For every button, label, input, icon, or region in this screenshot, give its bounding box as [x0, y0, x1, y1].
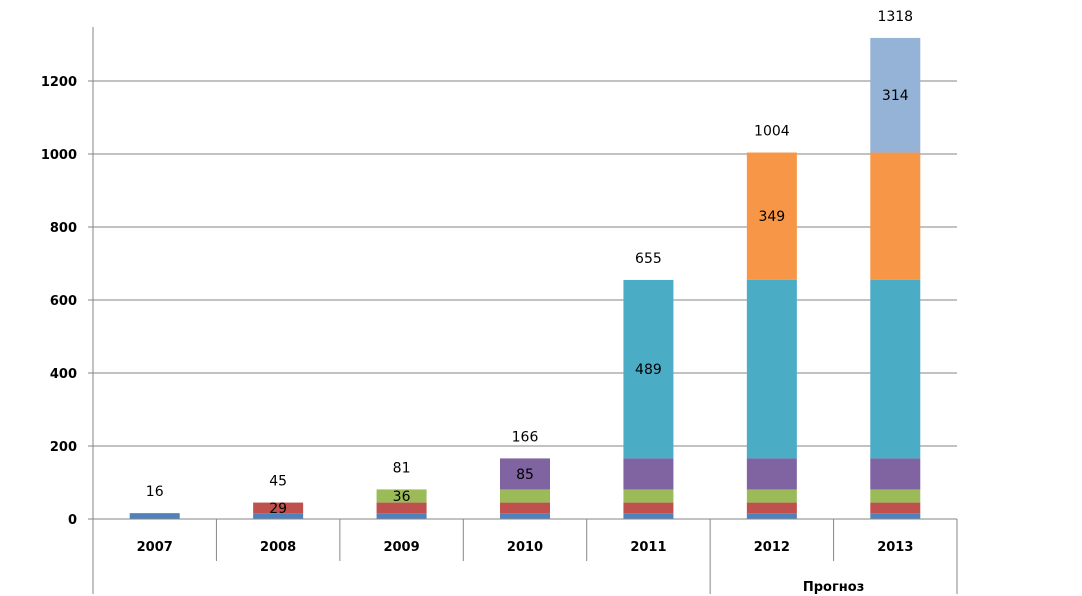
bar-segment	[500, 458, 550, 490]
bar-segment	[623, 458, 674, 490]
bars	[129, 37, 921, 519]
segment-value-label: 349	[758, 209, 785, 225]
bar-segment	[746, 458, 797, 490]
bar-segment	[870, 458, 921, 490]
total-value-label: 1004	[754, 124, 790, 140]
x-category-label: 2013	[877, 540, 913, 555]
bar-segment	[623, 513, 674, 519]
total-value-label: 1318	[877, 9, 913, 25]
y-tick-label: 1000	[41, 148, 77, 163]
segment-labels: 29 36 85 489 349 314	[269, 88, 909, 517]
bar-segment	[500, 513, 550, 519]
axes	[92, 27, 958, 594]
y-tick-label: 800	[50, 221, 77, 236]
bar-segment	[623, 502, 674, 514]
y-tick-label: 1200	[41, 75, 77, 90]
bar-segment	[746, 152, 797, 280]
x-group-label: Прогноз	[803, 580, 864, 595]
total-value-label: 166	[512, 429, 539, 445]
bar-segment	[870, 489, 921, 503]
bar-segment	[746, 489, 797, 503]
y-tick-label: 400	[50, 367, 77, 382]
bar-segment	[870, 279, 921, 459]
segment-value-label: 489	[635, 362, 662, 378]
bar-segment	[870, 152, 921, 280]
bar-segment	[623, 489, 674, 503]
x-category-label: 2008	[260, 540, 296, 555]
bar-segment	[376, 502, 427, 514]
bar-segment	[746, 279, 797, 459]
x-category-label: 2011	[630, 540, 666, 555]
x-axis-categories: 2007 2008 2009 2010 2011 2012 2013	[137, 540, 914, 555]
bar-segment	[376, 513, 427, 519]
bar-segment	[746, 513, 797, 519]
gridlines	[93, 80, 957, 447]
bar-segment	[253, 502, 304, 514]
x-category-label: 2012	[754, 540, 790, 555]
y-axis-ticks: 0 200 400 600 800 1000 1200	[41, 75, 93, 528]
bar-segment	[129, 513, 180, 519]
bar-segment	[870, 502, 921, 514]
segment-value-label: 29	[269, 501, 287, 517]
y-tick-label: 600	[50, 294, 77, 309]
total-labels: 16 45 81 166 655 1004 1318	[146, 9, 913, 500]
bar-segment	[623, 279, 674, 459]
x-category-label: 2010	[507, 540, 543, 555]
bar-segment	[500, 489, 550, 503]
x-category-label: 2009	[383, 540, 419, 555]
x-axis-group: Прогноз	[803, 580, 864, 595]
total-value-label: 655	[635, 251, 662, 267]
total-value-label: 16	[146, 484, 164, 500]
total-value-label: 81	[393, 460, 411, 476]
y-tick-label: 0	[68, 513, 77, 528]
segment-value-label: 314	[882, 88, 909, 104]
bar-segment	[253, 513, 304, 519]
bar-segment	[870, 37, 921, 153]
bar-segment	[746, 502, 797, 514]
bar-segment	[500, 502, 550, 514]
bar-segment	[870, 513, 921, 519]
x-category-label: 2007	[137, 540, 173, 555]
total-value-label: 45	[269, 474, 287, 490]
bar-segment	[376, 489, 427, 503]
segment-value-label: 85	[516, 467, 534, 483]
y-tick-label: 200	[50, 440, 77, 455]
segment-value-label: 36	[393, 489, 411, 505]
